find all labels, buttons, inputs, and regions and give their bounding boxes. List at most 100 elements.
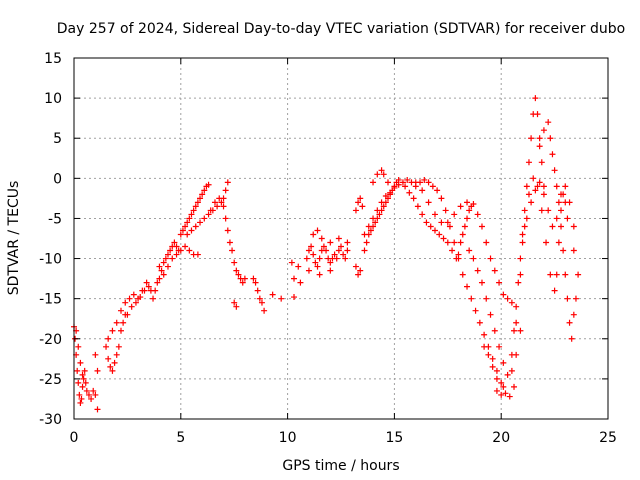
- data-point: [291, 275, 298, 282]
- x-tick-label: 20: [492, 430, 510, 446]
- data-point: [103, 343, 110, 350]
- data-point: [186, 215, 193, 222]
- data-point: [229, 247, 236, 254]
- data-point: [459, 271, 466, 278]
- data-point: [201, 187, 208, 194]
- data-point: [374, 207, 381, 214]
- data-point: [258, 299, 265, 306]
- data-point: [572, 295, 579, 302]
- data-point: [252, 279, 259, 286]
- data-point: [192, 223, 199, 230]
- data-point: [77, 359, 84, 366]
- y-tick-label: -25: [39, 372, 62, 388]
- data-point: [297, 279, 304, 286]
- data-point: [188, 227, 195, 234]
- data-point: [150, 295, 157, 302]
- data-point: [472, 307, 479, 314]
- data-point: [547, 271, 554, 278]
- y-tick-label: -15: [39, 292, 62, 308]
- data-point: [513, 303, 520, 310]
- data-point: [310, 231, 317, 238]
- data-point: [239, 279, 246, 286]
- data-point: [124, 311, 131, 318]
- data-point: [491, 327, 498, 334]
- data-point: [120, 319, 127, 326]
- y-axis-label: SDTVAR / TECUs: [6, 181, 22, 296]
- data-point: [126, 295, 133, 302]
- data-point: [564, 295, 571, 302]
- data-point: [419, 187, 426, 194]
- data-point: [316, 255, 323, 262]
- data-point: [192, 203, 199, 210]
- data-point: [536, 143, 543, 150]
- data-point: [199, 191, 206, 198]
- plot-frame: [73, 57, 609, 420]
- data-point: [496, 279, 503, 286]
- data-point: [303, 255, 310, 262]
- x-tick-label: 25: [599, 430, 617, 446]
- data-point: [523, 183, 530, 190]
- data-point: [357, 195, 364, 202]
- data-point: [449, 247, 456, 254]
- data-point: [525, 159, 532, 166]
- data-point: [231, 259, 238, 266]
- data-point: [291, 294, 298, 301]
- data-point: [553, 215, 560, 222]
- data-point: [145, 283, 152, 290]
- data-point: [442, 207, 449, 214]
- data-point: [305, 267, 312, 274]
- data-point: [152, 287, 159, 294]
- data-point: [470, 201, 477, 208]
- data-point: [88, 395, 95, 402]
- data-point: [83, 387, 90, 394]
- data-point: [335, 247, 342, 254]
- data-point: [109, 327, 116, 334]
- data-point: [404, 176, 411, 183]
- data-point: [508, 351, 515, 358]
- data-point: [530, 175, 537, 182]
- data-point: [94, 367, 101, 374]
- data-point: [461, 223, 468, 230]
- data-point: [540, 183, 547, 190]
- data-point: [211, 199, 218, 206]
- data-point: [117, 307, 124, 314]
- data-point: [224, 227, 231, 234]
- data-point: [224, 179, 231, 186]
- data-point: [269, 291, 276, 298]
- data-point: [519, 231, 526, 238]
- data-point: [177, 231, 184, 238]
- data-point: [483, 239, 490, 246]
- data-point: [551, 287, 558, 294]
- data-point: [342, 255, 349, 262]
- data-point: [476, 319, 483, 326]
- data-point: [566, 199, 573, 206]
- data-point: [107, 363, 114, 370]
- data-point: [560, 247, 567, 254]
- data-point: [278, 295, 285, 302]
- data-point: [525, 191, 532, 198]
- data-point: [222, 187, 229, 194]
- y-tick-label: -10: [39, 252, 62, 268]
- data-point: [372, 219, 379, 226]
- data-point: [532, 95, 539, 102]
- data-point: [338, 243, 344, 250]
- data-point: [79, 371, 86, 378]
- data-point: [384, 179, 391, 186]
- data-point: [555, 199, 562, 206]
- data-point: [376, 211, 383, 218]
- data-point: [464, 215, 471, 222]
- data-point: [250, 275, 257, 282]
- data-point: [410, 195, 417, 202]
- data-point: [474, 267, 481, 274]
- data-point: [173, 243, 180, 250]
- data-point: [164, 263, 171, 270]
- data-point: [504, 371, 511, 378]
- data-point: [233, 303, 240, 310]
- data-point: [261, 307, 268, 314]
- data-point: [481, 331, 488, 338]
- data-point: [478, 223, 485, 230]
- data-point: [446, 223, 453, 230]
- data-point: [361, 247, 368, 254]
- data-point: [162, 255, 169, 262]
- data-point: [493, 367, 500, 374]
